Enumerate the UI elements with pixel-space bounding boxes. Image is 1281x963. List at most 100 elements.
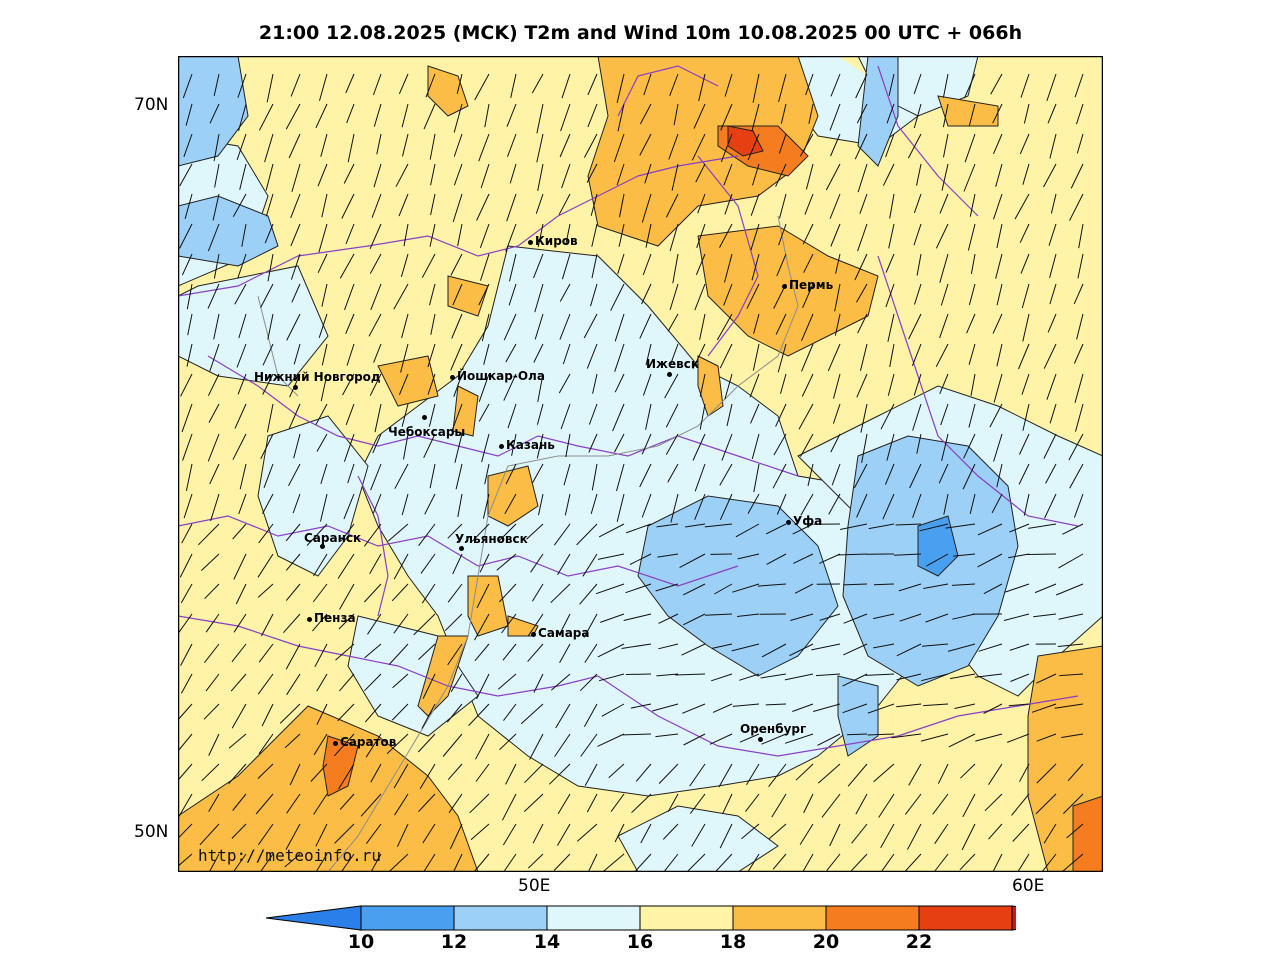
wind-barb xyxy=(992,853,1003,872)
wind-barb xyxy=(1023,493,1030,516)
wind-barb xyxy=(1020,253,1030,274)
wind-barb xyxy=(1031,703,1057,713)
wind-barb xyxy=(320,373,328,402)
wind-barb xyxy=(448,793,463,814)
wind-barb xyxy=(665,193,679,218)
wind-barb xyxy=(288,463,301,487)
wind-barb xyxy=(724,373,733,400)
wind-barb xyxy=(617,253,625,275)
city-marker xyxy=(758,737,763,742)
wind-barb xyxy=(827,343,841,372)
wind-barb xyxy=(262,373,274,395)
wind-barb xyxy=(184,193,193,220)
wind-barb xyxy=(315,403,328,425)
wind-barb xyxy=(937,763,949,784)
wind-barb xyxy=(590,283,598,307)
wind-barb xyxy=(963,433,976,459)
wind-barb xyxy=(236,343,247,368)
wind-barb xyxy=(480,253,490,281)
wind-barb xyxy=(180,373,193,397)
wind-barb xyxy=(1010,673,1030,682)
wind-barb xyxy=(641,433,652,455)
wind-barb xyxy=(484,103,490,128)
wind-barb xyxy=(752,163,760,186)
wind-barb xyxy=(802,223,814,245)
wind-barb xyxy=(808,103,814,124)
wind-barb xyxy=(423,853,436,872)
wind-barb xyxy=(187,313,193,336)
wind-barb xyxy=(317,163,328,187)
wind-barb xyxy=(429,223,436,247)
wind-barb xyxy=(932,793,949,815)
wind-barb xyxy=(529,733,544,760)
admin-borders xyxy=(178,65,1079,757)
wind-barb xyxy=(321,193,328,218)
wind-barb xyxy=(1076,133,1084,154)
wind-barb xyxy=(451,313,463,339)
wind-barb xyxy=(368,313,382,337)
wind-barb xyxy=(290,223,301,247)
wind-barb xyxy=(801,373,814,397)
wind-barb xyxy=(239,163,247,190)
wind-barb xyxy=(345,223,355,245)
wind-barb xyxy=(873,613,895,620)
wind-barb xyxy=(586,343,598,369)
wind-barb xyxy=(231,823,247,839)
wind-barb xyxy=(746,283,760,309)
wind-barb xyxy=(444,613,463,632)
wind-barb xyxy=(704,613,733,616)
wind-barb xyxy=(817,763,841,784)
wind-barb xyxy=(505,223,517,252)
wind-barb xyxy=(696,223,706,248)
wind-barb xyxy=(639,103,652,125)
wind-barb xyxy=(641,283,652,305)
wind-barb xyxy=(854,253,868,281)
wind-barb xyxy=(339,673,355,692)
wind-barb xyxy=(343,433,355,462)
wind-barb xyxy=(614,313,625,342)
wind-barb xyxy=(625,523,652,534)
wind-barb xyxy=(182,73,193,99)
wind-barb xyxy=(454,433,463,463)
wind-barb xyxy=(826,853,841,871)
wind-barb xyxy=(721,433,733,461)
wind-barb xyxy=(978,643,1003,652)
wind-barb xyxy=(608,763,625,779)
wind-barb xyxy=(967,223,976,251)
wind-barb xyxy=(771,793,787,818)
wind-barb xyxy=(1042,853,1057,872)
wind-barb xyxy=(966,313,976,334)
wind-barb xyxy=(456,73,463,95)
watermark: http://meteoinfo.ru xyxy=(198,846,382,865)
wind-barb xyxy=(313,793,328,815)
wind-barb xyxy=(640,823,652,844)
wind-barb xyxy=(559,313,571,340)
wind-barb xyxy=(186,343,193,367)
wind-barb xyxy=(723,283,733,306)
wind-barb xyxy=(403,433,409,460)
wind-barb xyxy=(616,463,625,492)
city-cheboksary: Чебоксары xyxy=(388,415,465,439)
city-marker xyxy=(531,632,536,637)
wind-barb xyxy=(228,763,247,785)
wind-barb xyxy=(802,283,814,309)
wind-barb xyxy=(922,643,949,647)
colorbar-tick-14: 14 xyxy=(533,931,561,953)
wind-barb xyxy=(855,73,868,99)
wind-barb xyxy=(582,553,598,577)
wind-barb xyxy=(591,253,598,279)
wind-barb xyxy=(583,133,598,158)
wind-barb xyxy=(983,703,1003,714)
wind-barb xyxy=(474,613,490,641)
wind-barb xyxy=(346,103,355,124)
wind-barb xyxy=(370,853,382,872)
wind-barb xyxy=(425,73,436,98)
wind-barb xyxy=(181,403,193,433)
wind-barb xyxy=(1073,343,1084,364)
wind-barb xyxy=(286,313,301,341)
wind-barb xyxy=(625,673,652,675)
wind-barb xyxy=(670,493,679,523)
wind-barb xyxy=(319,73,328,101)
wind-barb xyxy=(953,553,976,557)
wind-barb xyxy=(482,493,490,519)
